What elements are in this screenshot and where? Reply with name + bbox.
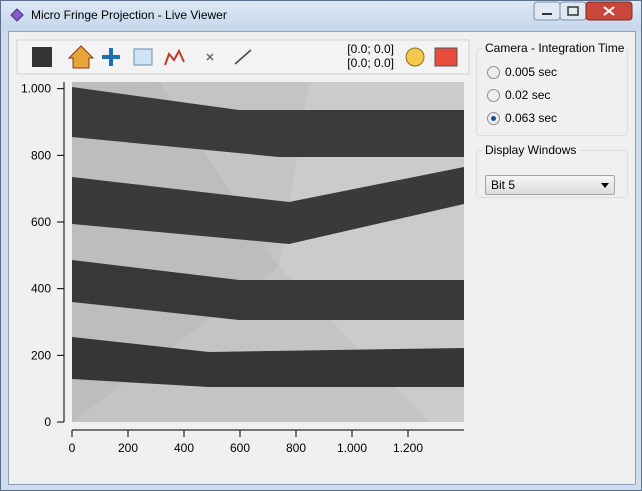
radio-option[interactable]: 0.063 sec	[487, 111, 558, 126]
radio-label: 0.063 sec	[505, 111, 558, 125]
title-decor	[10, 1, 633, 22]
camera-group: Camera - Integration Time 0.005 sec 0.02 …	[476, 41, 628, 136]
radio-option[interactable]: 0.02 sec	[487, 88, 551, 103]
clear-button[interactable]	[206, 53, 214, 61]
radio-label: 0.02 sec	[505, 88, 551, 102]
line-button[interactable]	[234, 49, 252, 65]
plot-area: [0.0; 0.0] [0.0; 0.0] 0 200 400 600 800 1.000…	[16, 39, 470, 455]
window-title: Micro Fringe Projection - Live Viewer	[31, 8, 227, 22]
group-title: Camera - Integration Time	[483, 41, 627, 55]
y-tick-label: 800	[31, 148, 51, 162]
title-bar: Micro Fringe Projection - Live Viewer	[1, 1, 641, 31]
x-tick-label: 400	[174, 441, 194, 455]
group-title: Display Windows	[483, 143, 579, 157]
colormap-button[interactable]	[434, 47, 458, 67]
x-tick-label: 200	[118, 441, 138, 455]
dropdown-value: Bit 5	[491, 178, 516, 192]
y-tick-label: 600	[31, 215, 51, 229]
display-group: Display Windows Bit 5	[476, 143, 628, 198]
y-tick-label: 1.000	[21, 82, 51, 96]
y-tick-label: 200	[31, 348, 51, 362]
pan-button[interactable]	[102, 48, 120, 66]
coord-text: [0.0; 0.0]	[347, 42, 394, 56]
dropdown[interactable]: Bit 5	[485, 175, 615, 195]
x-tick-label: 1.000	[337, 441, 367, 455]
x-tick-label: 800	[286, 441, 306, 455]
edit-button[interactable]	[133, 48, 153, 66]
x-tick-label: 0	[69, 441, 76, 455]
chart-button[interactable]	[164, 48, 185, 66]
save-button[interactable]	[32, 47, 52, 67]
y-tick-label: 0	[44, 415, 51, 429]
radio-option[interactable]: 0.005 sec	[487, 65, 558, 80]
coord-text: [0.0; 0.0]	[347, 56, 394, 70]
y-tick-label: 400	[31, 282, 51, 296]
fringe-image	[72, 82, 464, 422]
x-tick-label: 1.200	[393, 441, 423, 455]
palette-button[interactable]	[405, 47, 425, 67]
radio-label: 0.005 sec	[505, 65, 558, 79]
client-area: [0.0; 0.0] [0.0; 0.0] 0 200 400 600 800 1.000…	[8, 31, 636, 485]
x-tick-label: 600	[230, 441, 250, 455]
home-button[interactable]	[67, 45, 95, 69]
